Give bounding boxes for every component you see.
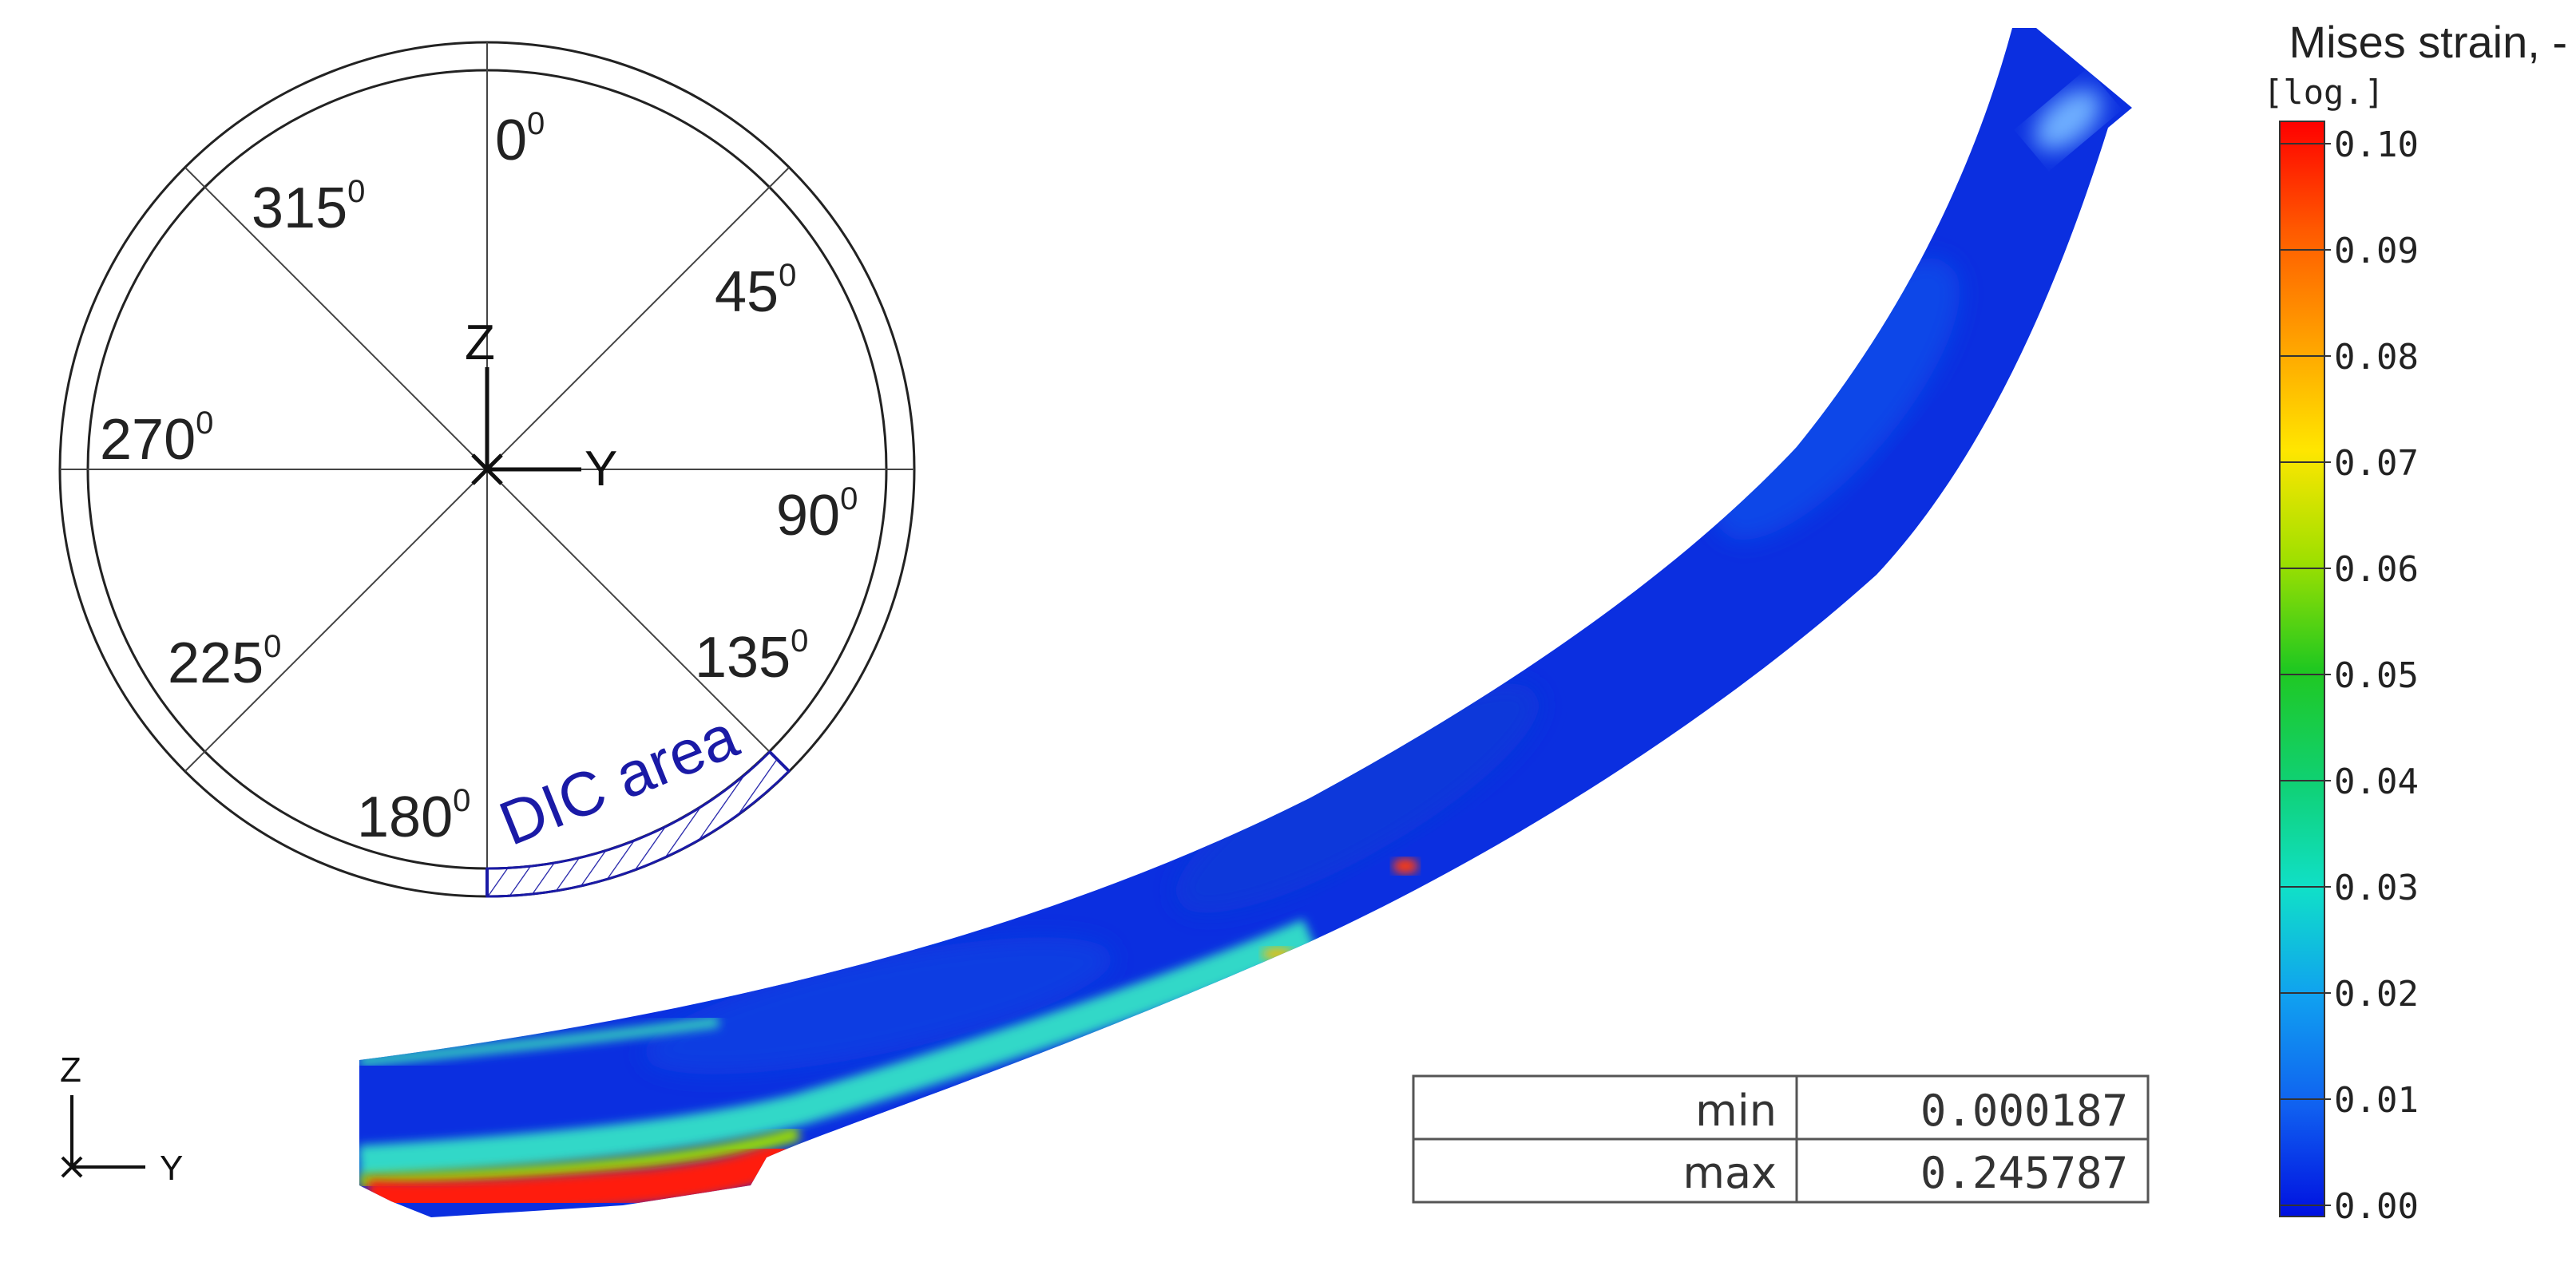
angle-label-135: 1350 <box>695 623 808 690</box>
stats-min-label: min <box>1695 1086 1777 1136</box>
colorbar-tick-label: 0.07 <box>2334 443 2419 484</box>
colorbar-tick-label: 0.04 <box>2334 762 2419 802</box>
corner-axes: Z Y <box>60 1050 183 1188</box>
colorbar-tick-label: 0.06 <box>2334 549 2419 590</box>
strain-band-fill <box>359 28 2132 1217</box>
angle-label-90: 900 <box>776 481 858 548</box>
stats-max-label: max <box>1682 1148 1777 1198</box>
colorbar-tick-label: 0.00 <box>2334 1186 2419 1227</box>
colorbar-gradient <box>2279 121 2325 1217</box>
angle-label-225: 2250 <box>168 629 281 695</box>
colorbar-tick-label: 0.05 <box>2334 655 2419 696</box>
colorbar-tick-label: 0.01 <box>2334 1080 2419 1121</box>
center-axes <box>471 367 581 485</box>
colorbar: Mises strain, - [log.] 0.100.090.080.070… <box>2263 17 2567 1227</box>
angle-label-45: 450 <box>715 258 796 324</box>
stats-min-value: 0.000187 <box>1920 1086 2128 1136</box>
angle-label-180: 1800 <box>357 783 470 849</box>
angle-label-0: 00 <box>495 106 545 172</box>
angle-labels: 00 450 900 1350 1800 2250 2700 3150 <box>100 106 858 849</box>
angle-label-315: 3150 <box>252 174 365 240</box>
colorbar-ticks: 0.10 0.09 0.08 0.07 0.06 0.05 0.04 0.03 0.02 0.01… <box>2280 125 2419 1227</box>
colorbar-tick-label: 0.08 <box>2334 337 2419 378</box>
stats-max-value: 0.245787 <box>1920 1148 2128 1198</box>
colorbar-tick-label: 0.09 <box>2334 231 2419 271</box>
colorbar-tick-label: 0.02 <box>2334 974 2419 1015</box>
strain-map <box>359 28 2132 1217</box>
corner-axis-z-label: Z <box>60 1050 81 1090</box>
colorbar-tick-label: 0.03 <box>2334 868 2419 908</box>
orientation-diagram: DIC area 00 450 900 1350 1800 2250 2700 … <box>58 41 916 898</box>
colorbar-subtitle: [log.] <box>2263 73 2384 112</box>
center-axis-z-label: Z <box>465 315 495 370</box>
colorbar-title: Mises strain, - <box>2289 17 2568 67</box>
center-axis-y-label: Y <box>585 441 617 497</box>
corner-axis-y-label: Y <box>160 1149 183 1188</box>
stats-table: min 0.000187 max 0.245787 <box>1412 1074 2150 1204</box>
angle-label-270: 2700 <box>100 406 213 472</box>
colorbar-tick-label: 0.10 <box>2334 125 2419 165</box>
